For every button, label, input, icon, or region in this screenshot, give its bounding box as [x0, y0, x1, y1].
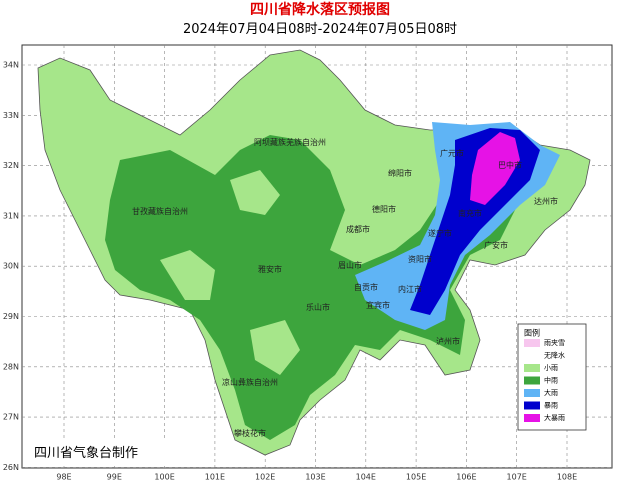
credit: 四川省气象台制作 [34, 445, 138, 461]
city-label: 自贡市 [354, 282, 378, 292]
lat-label: 27N [3, 413, 19, 422]
legend-swatch [524, 364, 540, 372]
legend-swatch [524, 339, 540, 347]
city-label: 资阳市 [408, 254, 432, 264]
city-label: 攀枝花市 [234, 428, 266, 438]
legend-label: 中雨 [544, 376, 558, 385]
lat-label: 29N [3, 312, 19, 321]
moderate-rain-area [105, 135, 520, 440]
lat-label: 30N [3, 262, 19, 271]
city-label: 广安市 [484, 240, 508, 250]
lon-label: 106E [456, 473, 476, 482]
light-rain-patch [230, 170, 280, 215]
subtitle: 2024年07月04日08时-2024年07月05日08时 [183, 22, 457, 37]
lon-label: 102E [255, 473, 275, 482]
legend-swatch [524, 401, 540, 410]
legend-label: 暴雨 [544, 402, 558, 410]
lat-label: 32N [3, 161, 19, 170]
lat-label: 26N [3, 463, 19, 472]
lon-label: 107E [507, 473, 527, 482]
city-label: 乐山市 [306, 302, 330, 312]
city-label: 绵阳市 [388, 168, 412, 178]
city-label: 巴中市 [498, 160, 522, 170]
legend-label: 大雨 [544, 388, 558, 397]
legend-label: 无降水 [544, 351, 565, 360]
city-label: 雅安市 [258, 264, 282, 274]
legend-swatch [524, 389, 540, 397]
legend-label: 小雨 [544, 363, 558, 372]
city-label: 成都市 [346, 224, 370, 234]
lon-label: 108E [557, 473, 577, 482]
city-label: 遂宁市 [428, 228, 452, 238]
city-label: 眉山市 [338, 260, 362, 270]
light-rain-patch [250, 320, 300, 375]
city-label: 泸州市 [436, 336, 460, 346]
credit-box [26, 440, 166, 466]
legend-label: 雨夹雪 [544, 338, 565, 347]
legend-swatch [524, 351, 540, 360]
city-label: 宜宾市 [366, 300, 390, 310]
lat-label: 33N [3, 111, 19, 120]
lon-label: 105E [406, 473, 426, 482]
lon-label: 100E [154, 473, 174, 482]
city-label: 达州市 [534, 196, 558, 206]
lat-label: 28N [3, 362, 19, 371]
lon-label: 98E [56, 473, 71, 482]
legend-swatch [524, 414, 540, 422]
lon-label: 103E [305, 473, 325, 482]
light-rain-patch [160, 250, 215, 300]
city-label: 凉山彝族自治州 [222, 377, 278, 387]
lat-label: 31N [3, 211, 19, 220]
city-label: 南充市 [458, 208, 482, 218]
province [37, 49, 591, 456]
legend-swatch [524, 376, 540, 385]
city-labels: 阿坝藏族羌族自治州 甘孜藏族自治州 凉山彝族自治州 攀枝花市 雅安市 成都市 绵… [132, 137, 558, 438]
title: 四川省降水落区预报图 [250, 1, 390, 18]
city-label: 德阳市 [372, 204, 396, 214]
city-label: 广元市 [440, 148, 464, 158]
lat-label: 34N [3, 61, 19, 70]
lon-label: 104E [356, 473, 376, 482]
city-label: 阿坝藏族羌族自治州 [254, 137, 326, 147]
city-label: 甘孜藏族自治州 [132, 206, 188, 216]
legend-title: 图例 [524, 328, 540, 338]
heavy-rainstorm-area [470, 132, 520, 205]
lon-label: 101E [205, 473, 225, 482]
lon-label: 99E [107, 473, 122, 482]
city-label: 内江市 [398, 284, 422, 294]
legend-label: 大暴雨 [544, 413, 565, 422]
